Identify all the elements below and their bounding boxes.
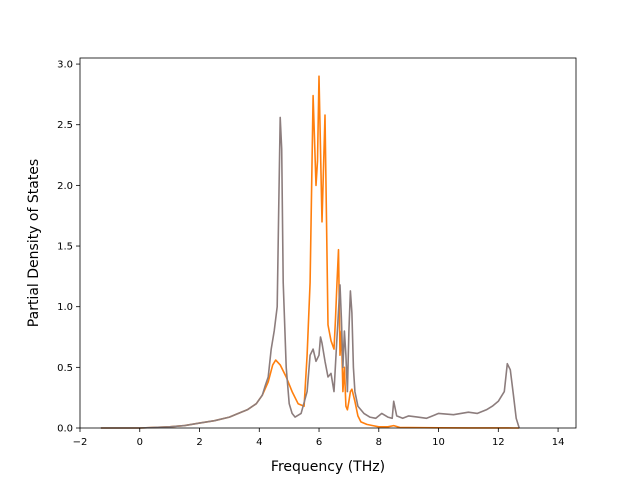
y-axis-ticks: 0.0 0.5 1.0 1.5 2.0 2.5 3.0 (57, 60, 80, 435)
x-tick-label: −2 (73, 437, 88, 448)
x-tick-label: 8 (376, 437, 382, 448)
y-tick-label: 1.5 (57, 242, 73, 253)
x-tick-label: 10 (432, 437, 445, 448)
series-line-2 (100, 116, 520, 429)
x-tick-label: 0 (137, 437, 143, 448)
y-tick-label: 1.0 (57, 302, 73, 313)
series-line-1 (100, 75, 520, 429)
x-axis-label: Frequency (THz) (271, 459, 385, 475)
plot-frame (79, 57, 577, 429)
y-tick-label: 0.5 (57, 363, 73, 374)
x-tick-label: 6 (316, 437, 322, 448)
series-lines (100, 75, 520, 429)
y-tick-label: 0.0 (57, 424, 73, 435)
x-axis-ticks: −2 0 2 4 6 8 10 12 14 (73, 428, 565, 448)
y-tick-label: 2.0 (57, 181, 73, 192)
x-tick-label: 4 (256, 437, 262, 448)
y-tick-label: 3.0 (57, 60, 73, 71)
y-tick-label: 2.5 (57, 120, 73, 131)
x-tick-label: 2 (196, 437, 202, 448)
y-axis-label: Partial Density of States (26, 159, 42, 327)
x-tick-label: 12 (492, 437, 505, 448)
x-tick-label: 14 (552, 437, 565, 448)
